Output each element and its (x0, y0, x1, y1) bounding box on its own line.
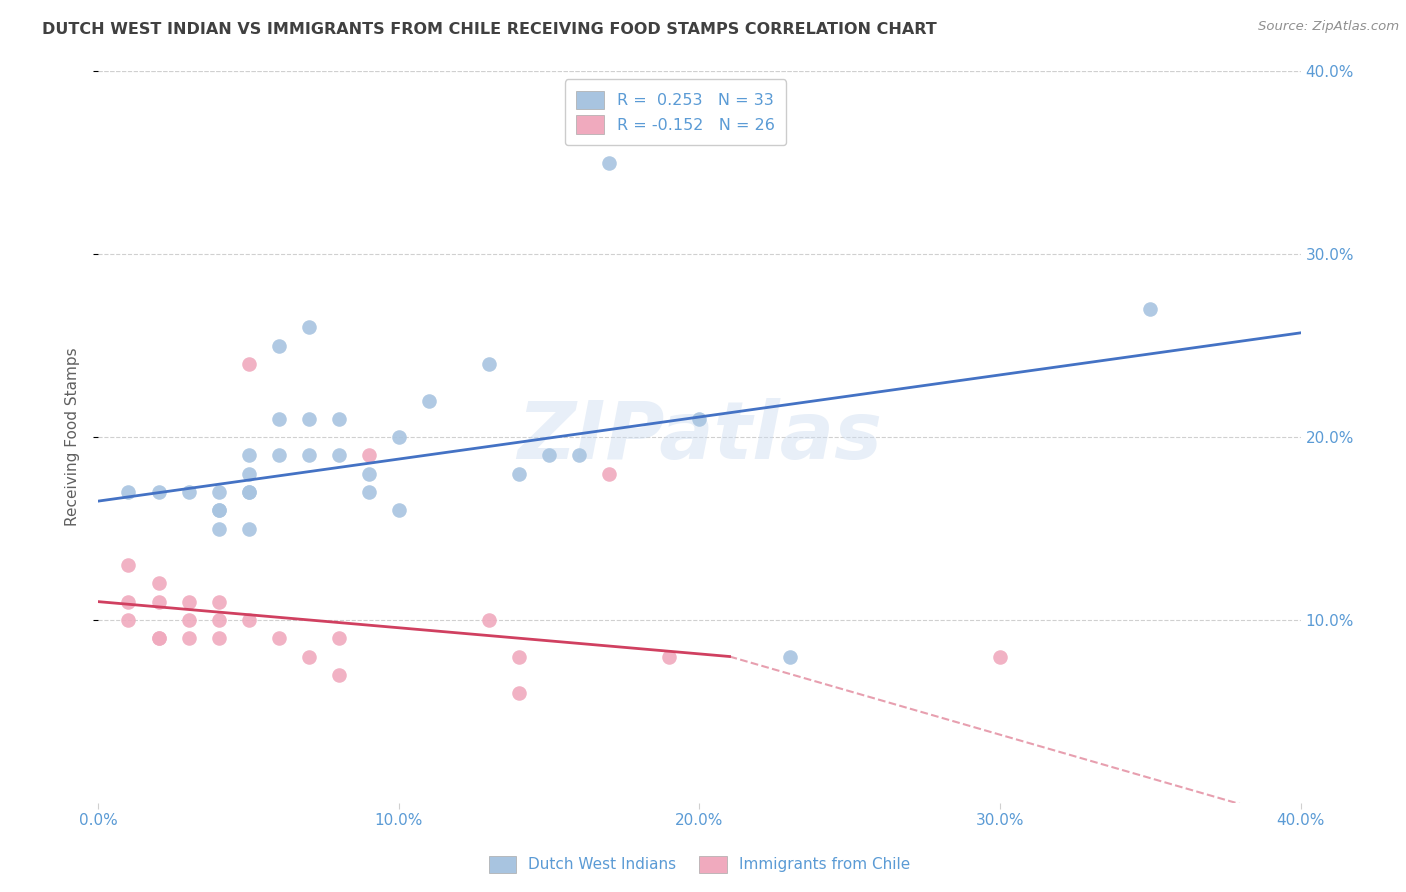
Point (148, 576, 170, 591)
Point (238, 467, 260, 481)
Point (538, 449, 561, 463)
Point (117, 613, 139, 627)
Point (238, 613, 260, 627)
Point (177, 485, 200, 500)
Point (508, 467, 530, 481)
Point (208, 632, 231, 646)
Point (508, 649, 530, 664)
Point (388, 430, 411, 444)
Point (267, 632, 290, 646)
Point (208, 521, 231, 535)
Point (117, 485, 139, 500)
Point (478, 357, 501, 371)
Point (598, 156, 620, 170)
Point (508, 686, 530, 700)
Point (267, 412, 290, 426)
Point (208, 503, 231, 517)
Point (177, 613, 200, 627)
Point (779, 649, 801, 664)
Point (298, 649, 321, 664)
Legend: Dutch West Indians, Immigrants from Chile: Dutch West Indians, Immigrants from Chil… (482, 849, 917, 880)
Point (117, 558, 139, 573)
Point (177, 632, 200, 646)
Text: ZIPatlas: ZIPatlas (517, 398, 882, 476)
Point (689, 412, 711, 426)
Point (208, 503, 231, 517)
Y-axis label: Receiving Food Stamps: Receiving Food Stamps (65, 348, 80, 526)
Point (568, 449, 591, 463)
Text: DUTCH WEST INDIAN VS IMMIGRANTS FROM CHILE RECEIVING FOOD STAMPS CORRELATION CHA: DUTCH WEST INDIAN VS IMMIGRANTS FROM CHI… (42, 22, 936, 37)
Point (298, 412, 321, 426)
Point (658, 649, 681, 664)
Point (177, 594, 200, 608)
Point (1139, 301, 1161, 317)
Point (208, 594, 231, 608)
Point (328, 412, 350, 426)
Point (148, 485, 170, 500)
Point (238, 485, 260, 500)
Point (388, 503, 411, 517)
Point (988, 649, 1011, 664)
Point (208, 485, 231, 500)
Point (598, 467, 620, 481)
Text: Source: ZipAtlas.com: Source: ZipAtlas.com (1258, 20, 1399, 33)
Point (328, 449, 350, 463)
Point (328, 632, 350, 646)
Point (238, 485, 260, 500)
Point (117, 594, 139, 608)
Point (298, 449, 321, 463)
Point (148, 594, 170, 608)
Point (238, 357, 260, 371)
Point (357, 449, 380, 463)
Point (208, 613, 231, 627)
Point (328, 667, 350, 681)
Point (267, 338, 290, 352)
Point (478, 613, 501, 627)
Point (238, 449, 260, 463)
Point (148, 632, 170, 646)
Point (418, 393, 440, 408)
Point (357, 485, 380, 500)
Point (298, 320, 321, 334)
Point (238, 521, 260, 535)
Point (267, 449, 290, 463)
Point (148, 632, 170, 646)
Point (357, 467, 380, 481)
